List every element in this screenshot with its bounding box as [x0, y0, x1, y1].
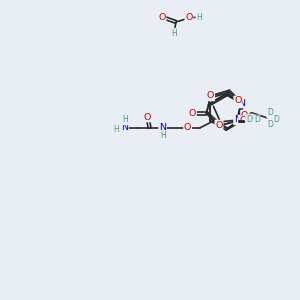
Text: O: O — [215, 121, 223, 130]
Text: O: O — [185, 14, 193, 22]
Text: D: D — [273, 115, 279, 124]
Text: O: O — [158, 13, 166, 22]
Text: D: D — [267, 120, 273, 129]
Text: O: O — [234, 96, 242, 105]
Text: O: O — [207, 92, 214, 100]
Text: O: O — [184, 124, 191, 133]
Text: H: H — [123, 116, 128, 124]
Text: H: H — [171, 28, 177, 38]
Text: N: N — [234, 116, 241, 124]
Text: H: H — [161, 131, 167, 140]
Text: O: O — [144, 112, 151, 122]
Text: N: N — [121, 124, 128, 133]
Text: O: O — [241, 110, 248, 119]
Text: H: H — [196, 13, 202, 22]
Text: D: D — [267, 108, 273, 117]
Text: O: O — [189, 109, 196, 118]
Text: D: D — [246, 115, 252, 124]
Text: H: H — [114, 124, 119, 134]
Text: O: O — [239, 116, 246, 125]
Text: N: N — [238, 98, 245, 107]
Text: H: H — [248, 114, 254, 123]
Text: D: D — [254, 115, 260, 124]
Text: N: N — [159, 124, 166, 133]
